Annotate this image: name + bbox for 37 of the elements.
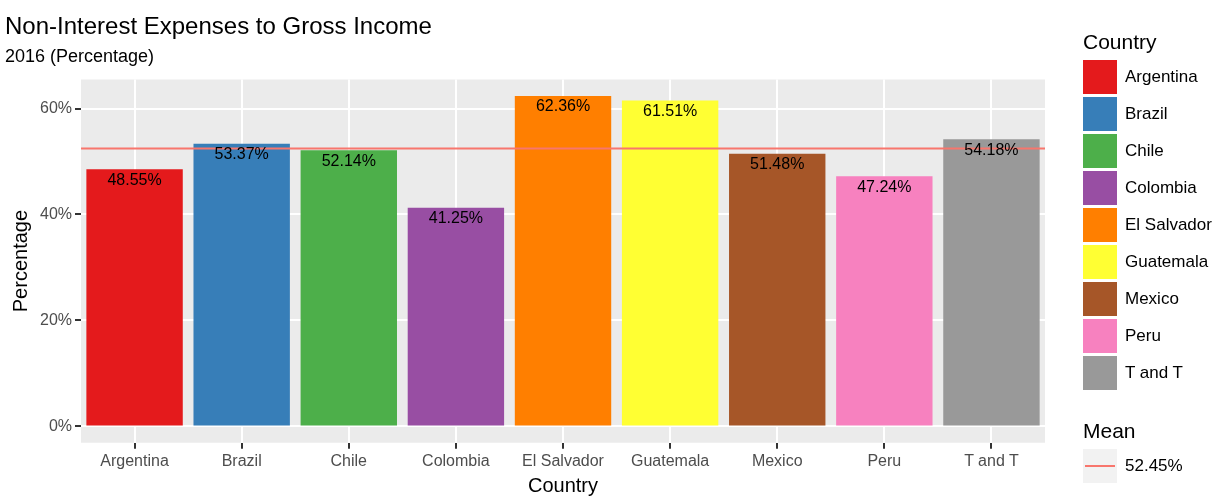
data-label: 47.24% — [857, 177, 912, 195]
x-tick-label: Mexico — [751, 451, 803, 469]
data-label: 51.48% — [750, 155, 805, 173]
legend-title: Country — [1083, 30, 1158, 54]
x-axis-title: Country — [528, 473, 599, 496]
legend-label: 52.45% — [1125, 455, 1183, 476]
category-label: Chile — [1125, 140, 1164, 160]
y-tick-label: 20% — [39, 310, 73, 328]
data-label: 61.51% — [642, 101, 698, 119]
x-tick-label: Brazil — [221, 451, 262, 469]
category-label: Colombia — [1125, 177, 1197, 197]
category-label: Brazil — [1125, 103, 1168, 123]
category-label: El Salvador — [1125, 214, 1212, 234]
x-tick-label: Argentina — [100, 451, 169, 469]
data-label: 62.36% — [535, 97, 591, 115]
x-tick-label: El Salvador — [522, 451, 605, 469]
data-label: 53.37% — [214, 145, 269, 163]
chart-title: Non-Interest Expenses to Gross Income — [5, 12, 432, 40]
x-tick-label: T and T — [964, 451, 1019, 469]
y-axis-title: Percentage — [8, 209, 31, 313]
text: Mean — [1083, 419, 1137, 443]
x-tick-label: Colombia — [422, 451, 490, 469]
data-label: 52.14% — [321, 151, 376, 169]
data-label: 41.25% — [428, 209, 484, 227]
category-label: Argentina — [1125, 66, 1198, 86]
category-label: T and T — [1125, 362, 1183, 382]
y-tick-label: 60% — [39, 98, 73, 116]
chart-subtitle: 2016 (Percentage) — [5, 45, 155, 66]
category-label: Peru — [1125, 325, 1161, 345]
category-label: Mexico — [1125, 288, 1179, 308]
x-tick-label: Peru — [867, 451, 902, 469]
x-tick-label: Guatemala — [630, 451, 710, 469]
data-label: 48.55% — [107, 170, 162, 188]
y-tick-label: 0% — [48, 416, 73, 434]
category-label: Guatemala — [1125, 251, 1209, 271]
y-tick-label: 40% — [39, 204, 73, 222]
x-tick-label: Chile — [330, 451, 368, 469]
